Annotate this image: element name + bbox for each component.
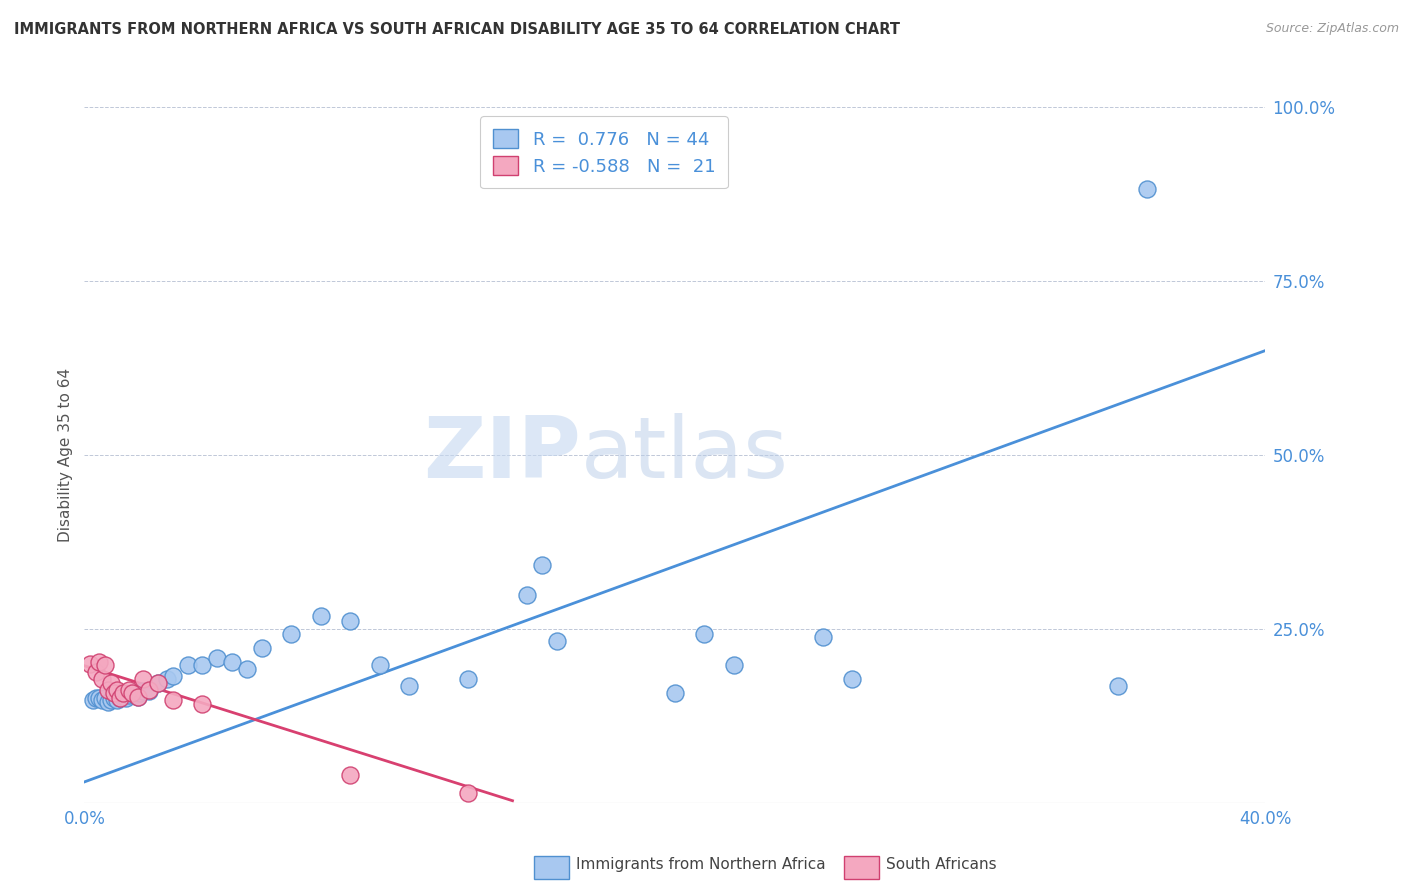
Point <box>97 695 120 709</box>
Point <box>221 655 243 669</box>
Point <box>84 665 107 679</box>
Point <box>132 672 155 686</box>
Point <box>339 768 361 782</box>
Text: Source: ZipAtlas.com: Source: ZipAtlas.com <box>1265 22 1399 36</box>
Point <box>103 686 125 700</box>
Point <box>138 684 160 698</box>
Point <box>156 672 179 686</box>
Point <box>97 683 120 698</box>
Point <box>530 558 553 572</box>
Point <box>162 693 184 707</box>
Point <box>105 683 128 698</box>
Point <box>82 693 104 707</box>
Point <box>309 609 332 624</box>
Point <box>127 690 149 704</box>
Point <box>280 627 302 641</box>
Point <box>368 658 391 673</box>
Point <box>398 679 420 693</box>
Point <box>103 691 125 706</box>
Point <box>811 630 834 644</box>
Point <box>87 655 111 669</box>
Text: ZIP: ZIP <box>423 413 581 497</box>
Point <box>121 686 143 700</box>
Point <box>457 672 479 686</box>
Point <box>111 690 134 704</box>
Point <box>129 686 152 700</box>
Point <box>114 691 136 706</box>
Text: South Africans: South Africans <box>886 857 997 871</box>
Point <box>138 683 160 698</box>
Point <box>235 662 259 676</box>
Point <box>91 693 114 707</box>
Point <box>546 634 568 648</box>
Point <box>1107 679 1129 693</box>
Point <box>124 688 146 702</box>
Point <box>693 627 716 641</box>
Point <box>118 683 141 698</box>
Point <box>1136 182 1159 196</box>
Point <box>191 658 214 673</box>
Point <box>723 658 745 673</box>
Point <box>94 658 117 673</box>
Point <box>84 691 107 706</box>
Point <box>127 690 149 704</box>
Point <box>191 697 214 711</box>
Y-axis label: Disability Age 35 to 64: Disability Age 35 to 64 <box>58 368 73 542</box>
Point <box>105 693 128 707</box>
Text: Immigrants from Northern Africa: Immigrants from Northern Africa <box>576 857 827 871</box>
Legend: R =  0.776   N = 44, R = -0.588   N =  21: R = 0.776 N = 44, R = -0.588 N = 21 <box>481 116 728 188</box>
Point <box>205 651 228 665</box>
Point <box>94 691 117 706</box>
Point <box>111 686 134 700</box>
Point <box>118 688 141 702</box>
Point <box>91 672 114 686</box>
Point <box>457 786 479 800</box>
Point <box>664 686 686 700</box>
Point <box>132 684 155 698</box>
Text: IMMIGRANTS FROM NORTHERN AFRICA VS SOUTH AFRICAN DISABILITY AGE 35 TO 64 CORRELA: IMMIGRANTS FROM NORTHERN AFRICA VS SOUTH… <box>14 22 900 37</box>
Point <box>100 693 122 707</box>
Point <box>177 658 200 673</box>
Point <box>841 672 863 686</box>
Point <box>87 691 111 706</box>
Point <box>108 691 131 706</box>
Point <box>100 676 122 690</box>
Point <box>162 669 184 683</box>
Point <box>516 589 538 603</box>
Point <box>148 676 170 690</box>
Point <box>148 676 170 690</box>
Point <box>79 657 101 671</box>
Text: atlas: atlas <box>581 413 789 497</box>
Point <box>108 691 131 706</box>
Point <box>121 686 143 700</box>
Point <box>250 641 273 656</box>
Point <box>339 614 361 628</box>
